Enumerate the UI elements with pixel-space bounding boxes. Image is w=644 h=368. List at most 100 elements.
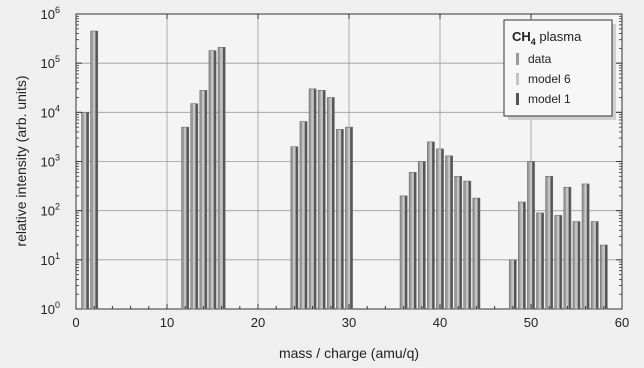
bar-mass-38-model-6 xyxy=(421,162,423,310)
bar-mass-26-data xyxy=(309,89,311,309)
bar-mass-30-model-6 xyxy=(348,127,350,309)
legend-swatch-model-1 xyxy=(516,93,519,105)
x-tick-label: 30 xyxy=(342,315,356,330)
bar-mass-41-data xyxy=(446,156,448,309)
bar-mass-58-data xyxy=(600,245,602,309)
bar-mass-58-model-1 xyxy=(605,245,607,309)
bar-mass-24-model-1 xyxy=(296,147,298,309)
bar-mass-49-model-1 xyxy=(523,202,525,309)
bar-mass-40-model-1 xyxy=(441,149,443,309)
bar-mass-14-model-1 xyxy=(205,90,207,309)
bar-mass-44-model-6 xyxy=(475,198,477,309)
bar-mass-27-model-1 xyxy=(323,90,325,309)
x-tick-label: 10 xyxy=(160,315,174,330)
bar-mass-53-model-1 xyxy=(559,215,561,309)
bar-mass-36-model-6 xyxy=(402,196,404,309)
x-tick-label: 50 xyxy=(524,315,538,330)
bar-mass-52-model-1 xyxy=(550,176,552,309)
bar-mass-39-model-1 xyxy=(432,142,434,309)
bar-mass-30-data xyxy=(345,127,347,309)
bar-mass-25-data xyxy=(300,122,302,309)
bar-mass-55-model-6 xyxy=(575,222,577,309)
bar-mass-12-model-6 xyxy=(184,127,186,309)
bar-mass-40-data xyxy=(436,149,438,309)
legend-entry-model-6: model 6 xyxy=(528,72,571,86)
bar-mass-52-model-6 xyxy=(548,176,550,309)
bar-mass-37-model-1 xyxy=(414,172,416,309)
bar-mass-42-model-6 xyxy=(457,176,459,309)
bar-mass-54-data xyxy=(564,187,566,309)
x-tick-label: 20 xyxy=(251,315,265,330)
legend-swatch-data xyxy=(516,53,519,65)
bar-mass-50-data xyxy=(527,162,529,310)
x-tick-label: 40 xyxy=(433,315,447,330)
bar-mass-38-data xyxy=(418,162,420,310)
bar-mass-56-model-6 xyxy=(584,184,586,309)
bar-mass-43-model-1 xyxy=(468,181,470,309)
legend-title-main: CH xyxy=(512,29,531,44)
bar-mass-24-data xyxy=(291,147,293,309)
bar-mass-25-model-1 xyxy=(305,122,307,309)
x-tick-label: 0 xyxy=(72,315,79,330)
bar-mass-43-data xyxy=(464,181,466,309)
bar-mass-51-model-1 xyxy=(541,213,543,309)
bar-mass-48-model-1 xyxy=(514,260,516,309)
bar-mass-55-model-1 xyxy=(578,222,580,309)
bar-mass-26-model-6 xyxy=(311,89,313,309)
legend-title-rest: plasma xyxy=(536,29,582,44)
bar-mass-37-model-6 xyxy=(412,172,414,309)
bar-mass-41-model-1 xyxy=(450,156,452,309)
bar-mass-57-model-6 xyxy=(594,222,596,309)
bar-mass-38-model-1 xyxy=(423,162,425,310)
bar-mass-13-data xyxy=(191,104,193,309)
bar-mass-29-data xyxy=(336,129,338,309)
bar-mass-1-model-6 xyxy=(84,112,86,309)
bar-mass-36-model-1 xyxy=(405,196,407,309)
bar-mass-58-model-6 xyxy=(603,245,605,309)
bar-mass-27-data xyxy=(318,90,320,309)
bar-mass-50-model-6 xyxy=(530,162,532,310)
bar-mass-42-model-1 xyxy=(459,176,461,309)
bar-mass-42-data xyxy=(455,176,457,309)
bar-mass-2-model-1 xyxy=(95,31,97,309)
bar-mass-56-data xyxy=(582,184,584,309)
bar-mass-16-data xyxy=(218,47,220,309)
bar-mass-28-model-6 xyxy=(330,98,332,309)
bar-mass-12-model-1 xyxy=(186,127,188,309)
bar-mass-49-data xyxy=(518,202,520,309)
bar-mass-40-model-6 xyxy=(439,149,441,309)
bar-mass-16-model-1 xyxy=(223,47,225,309)
bar-mass-14-data xyxy=(200,90,202,309)
bar-mass-14-model-6 xyxy=(202,90,204,309)
bar-mass-39-model-6 xyxy=(430,142,432,309)
legend-entry-model-1: model 1 xyxy=(528,92,571,106)
bar-mass-56-model-1 xyxy=(587,184,589,309)
bar-mass-55-data xyxy=(573,222,575,309)
bar-mass-27-model-6 xyxy=(321,90,323,309)
bar-mass-29-model-6 xyxy=(339,129,341,309)
bar-mass-15-model-6 xyxy=(211,51,213,309)
bar-mass-26-model-1 xyxy=(314,89,316,309)
bar-mass-41-model-6 xyxy=(448,156,450,309)
y-axis-label: relative intensity (arb. units) xyxy=(13,75,29,246)
bar-mass-39-data xyxy=(427,142,429,309)
bar-mass-24-model-6 xyxy=(293,147,295,309)
bar-mass-44-data xyxy=(473,198,475,309)
bar-mass-25-model-6 xyxy=(302,122,304,309)
bar-mass-57-data xyxy=(591,222,593,309)
legend-swatch-model-6 xyxy=(516,73,519,85)
bar-mass-36-data xyxy=(400,196,402,309)
x-tick-label: 60 xyxy=(615,315,629,330)
bar-mass-44-model-1 xyxy=(478,198,480,309)
legend: CH4 plasma data model 6 model 1 xyxy=(504,20,616,120)
bar-mass-13-model-6 xyxy=(193,104,195,309)
bar-mass-54-model-6 xyxy=(566,187,568,309)
bar-mass-43-model-6 xyxy=(466,181,468,309)
x-axis-label: mass / charge (amu/q) xyxy=(279,345,419,361)
legend-entry-data: data xyxy=(528,52,552,66)
bar-mass-57-model-1 xyxy=(596,222,598,309)
bar-mass-16-model-6 xyxy=(220,47,222,309)
bar-mass-28-model-1 xyxy=(332,98,334,309)
bar-mass-1-model-1 xyxy=(86,112,88,309)
bar-mass-52-data xyxy=(546,176,548,309)
